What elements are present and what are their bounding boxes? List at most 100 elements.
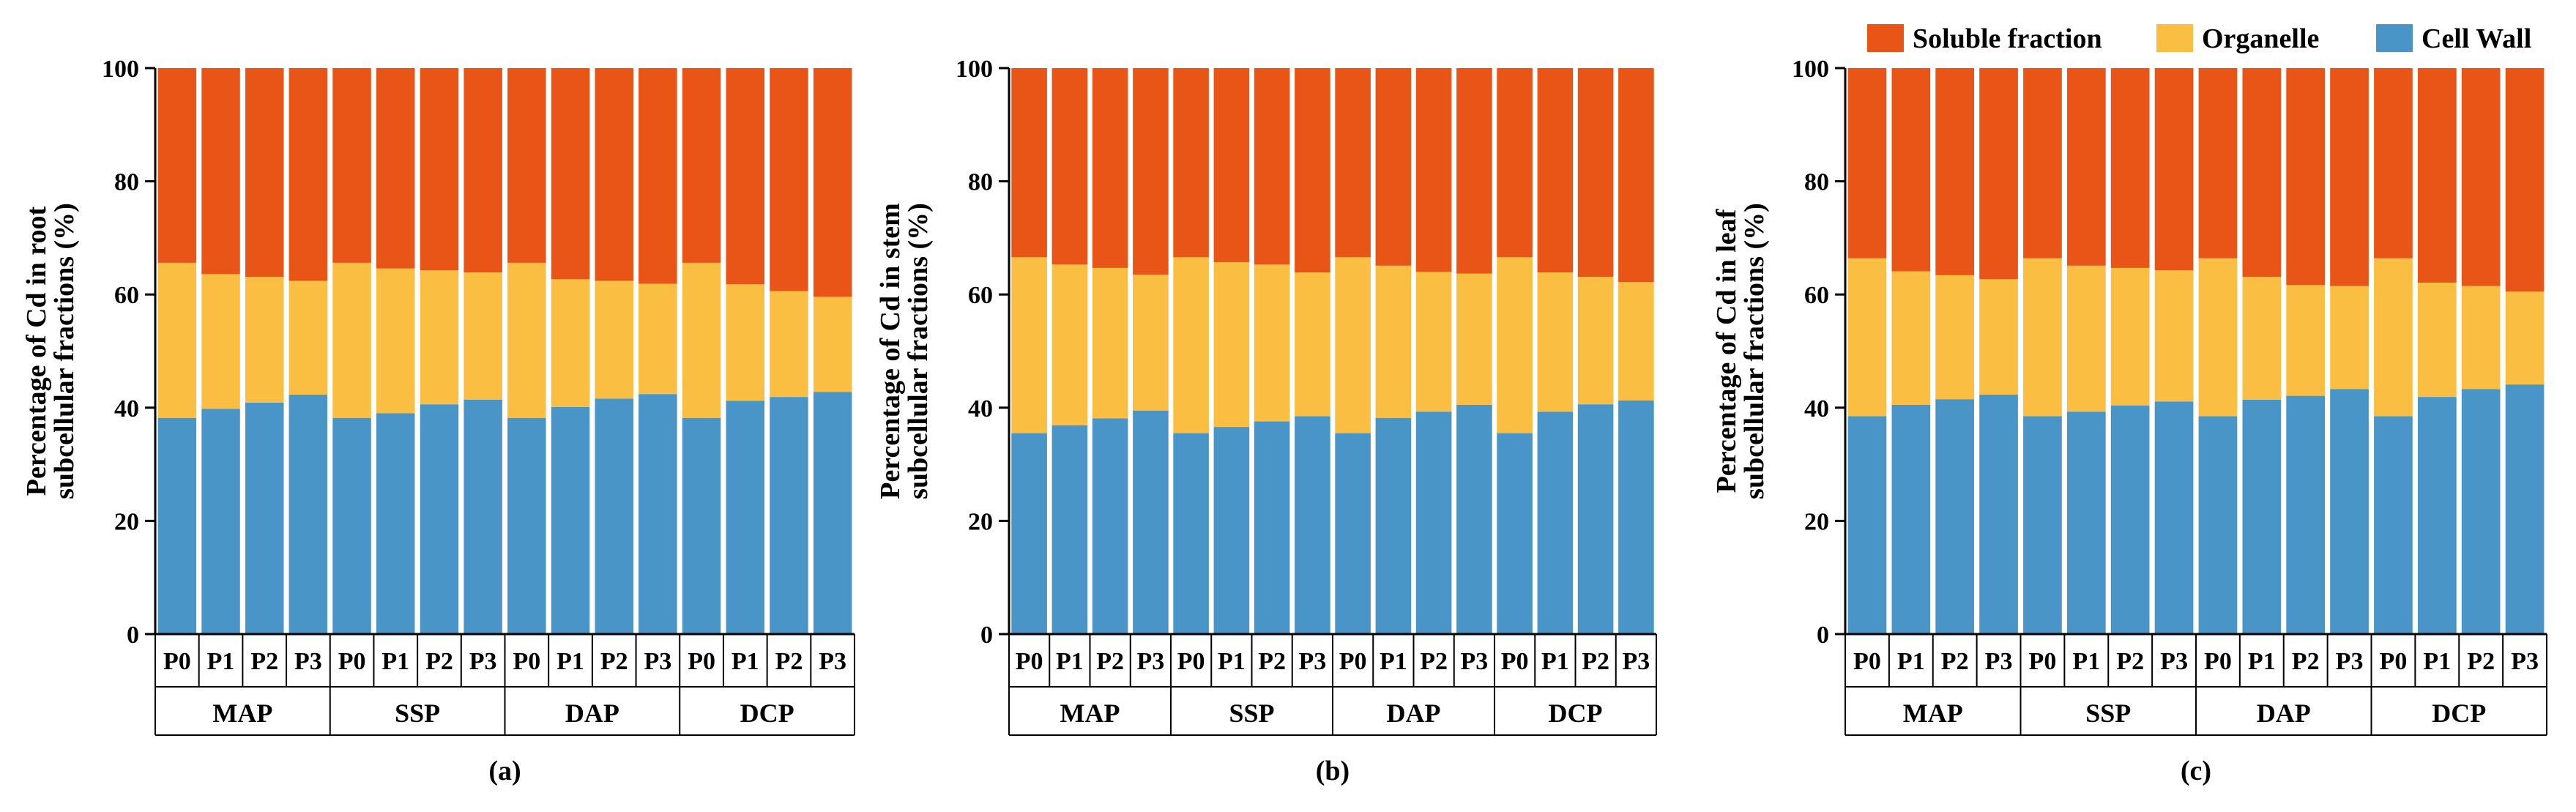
bar-organelle-map-p0: [1847, 258, 1887, 417]
bar-organelle-ssp-p1: [1213, 262, 1250, 427]
bar-organelle-dap-p2: [595, 280, 633, 399]
bar-cell-wall-ssp-p2: [420, 404, 459, 634]
category-label-p3: P3: [1985, 648, 2013, 675]
bar-organelle-ssp-p1: [376, 268, 415, 414]
bar-soluble-fraction-map-p1: [201, 68, 240, 275]
bar-cell-wall-map-p1: [1051, 425, 1088, 634]
bar-cell-wall-ssp-p1: [376, 413, 415, 634]
bar-organelle-dcp-p0: [1497, 257, 1533, 433]
bar-organelle-dcp-p0: [682, 262, 721, 418]
bar-organelle-ssp-p2: [420, 270, 459, 405]
panel-b: 0 20 40 60 80 100 Percentage of Cd in stemsubc…: [875, 56, 1657, 786]
bar-soluble-fraction-dap-p3: [1456, 68, 1492, 274]
bar-soluble-fraction-dap-p2: [1415, 68, 1452, 272]
bar-cell-wall-ssp-p0: [1173, 433, 1209, 634]
group-label-dap: DAP: [565, 699, 619, 728]
bar-soluble-fraction-map-p2: [245, 68, 284, 278]
category-label-p1: P1: [1056, 648, 1084, 675]
group-label-ssp: SSP: [1229, 699, 1274, 728]
bar-cell-wall-ssp-p2: [2110, 405, 2150, 634]
category-label-p3: P3: [2511, 648, 2539, 675]
bar-organelle-ssp-p3: [1295, 272, 1330, 417]
bar-cell-wall-ssp-p3: [464, 400, 502, 634]
category-label-p0: P0: [2204, 648, 2232, 675]
y-tick-label: 0: [1817, 622, 1829, 649]
bar-cell-wall-dcp-p1: [1537, 411, 1574, 634]
category-label-p0: P0: [513, 648, 540, 675]
bar-soluble-fraction-dap-p1: [551, 68, 590, 280]
y-axis-label-line1: Percentage of Cd in root: [21, 206, 52, 496]
bar-cell-wall-map-p0: [1011, 433, 1047, 634]
category-label-p3: P3: [469, 648, 497, 675]
bar-organelle-map-p3: [289, 280, 328, 395]
bar-cell-wall-map-p0: [157, 417, 197, 634]
bar-organelle-dcp-p2: [2461, 286, 2501, 390]
bar-cell-wall-dap-p2: [2286, 395, 2325, 634]
bar-organelle-map-p1: [1891, 271, 1931, 405]
bar-soluble-fraction-dap-p3: [639, 68, 677, 284]
panel-label: (b): [1316, 756, 1350, 786]
category-label-p3: P3: [294, 648, 322, 675]
y-tick-label: 40: [114, 395, 139, 422]
bar-organelle-dcp-p3: [1618, 282, 1654, 401]
y-tick-label: 80: [968, 169, 993, 196]
category-label-p3: P3: [1460, 648, 1488, 675]
bar-soluble-fraction-dap-p0: [2198, 68, 2238, 258]
bar-soluble-fraction-dcp-p2: [1577, 68, 1614, 278]
category-label-p1: P1: [732, 648, 759, 675]
bar-cell-wall-dcp-p0: [2374, 416, 2413, 634]
bar-organelle-map-p2: [1092, 267, 1128, 419]
category-label-p1: P1: [2423, 648, 2451, 675]
legend-swatch-organelle: [2156, 24, 2193, 52]
category-label-p3: P3: [1622, 648, 1650, 675]
bar-organelle-ssp-p2: [2110, 267, 2150, 406]
bar-soluble-fraction-ssp-p1: [376, 68, 415, 269]
bar-soluble-fraction-dcp-p2: [2461, 68, 2501, 286]
group-label-map: MAP: [212, 699, 272, 728]
bar-organelle-dcp-p0: [2374, 258, 2413, 417]
bar-cell-wall-ssp-p2: [1254, 421, 1290, 634]
bar-organelle-dcp-p1: [726, 284, 764, 401]
bar-cell-wall-dap-p3: [639, 394, 677, 634]
bar-cell-wall-dap-p2: [1415, 411, 1452, 634]
panel-label: (c): [2181, 756, 2211, 786]
bar-organelle-ssp-p0: [2023, 258, 2062, 417]
category-label-p3: P3: [1136, 648, 1164, 675]
group-label-dcp: DCP: [2432, 699, 2486, 728]
category-label-p1: P1: [381, 648, 409, 675]
bar-organelle-dap-p3: [2330, 286, 2369, 390]
y-tick-label: 20: [114, 508, 139, 535]
category-label-p1: P1: [1541, 648, 1569, 675]
group-label-ssp: SSP: [2085, 699, 2131, 728]
panel-label: (a): [488, 756, 521, 786]
bar-cell-wall-dap-p2: [595, 398, 633, 634]
category-label-p0: P0: [163, 648, 191, 675]
bar-cell-wall-ssp-p0: [332, 417, 371, 634]
category-label-p2: P2: [1096, 648, 1124, 675]
category-label-p2: P2: [775, 648, 803, 675]
panel-c: 0 20 40 60 80 100 Percentage of Cd in leafsubc…: [1711, 56, 2547, 786]
bar-cell-wall-dap-p1: [1375, 417, 1412, 634]
bar-soluble-fraction-map-p2: [1935, 68, 1974, 275]
bar-organelle-map-p3: [1133, 275, 1169, 411]
category-label-p1: P1: [556, 648, 584, 675]
group-label-map: MAP: [1903, 699, 1963, 728]
bar-soluble-fraction-ssp-p2: [2110, 68, 2150, 268]
category-label-p3: P3: [644, 648, 672, 675]
bar-organelle-ssp-p2: [1254, 264, 1290, 422]
y-axis-label-line2: subcellular fractions (%): [1739, 203, 1770, 499]
y-tick-label: 100: [102, 56, 139, 83]
y-tick-label: 100: [1792, 56, 1829, 83]
legend: Soluble fraction Organelle Cell Wall: [1867, 23, 2531, 54]
bar-cell-wall-map-p3: [289, 395, 328, 634]
bar-organelle-dap-p2: [1415, 272, 1452, 412]
bar-cell-wall-dcp-p3: [1618, 400, 1654, 634]
bar-soluble-fraction-map-p0: [157, 68, 197, 263]
y-tick-label: 40: [968, 395, 993, 422]
bar-soluble-fraction-dcp-p2: [770, 68, 808, 291]
group-label-dap: DAP: [1387, 699, 1441, 728]
bar-soluble-fraction-ssp-p0: [1173, 68, 1209, 258]
bar-cell-wall-map-p2: [245, 402, 284, 634]
group-label-dcp: DCP: [1549, 699, 1603, 728]
group-label-map: MAP: [1060, 699, 1120, 728]
